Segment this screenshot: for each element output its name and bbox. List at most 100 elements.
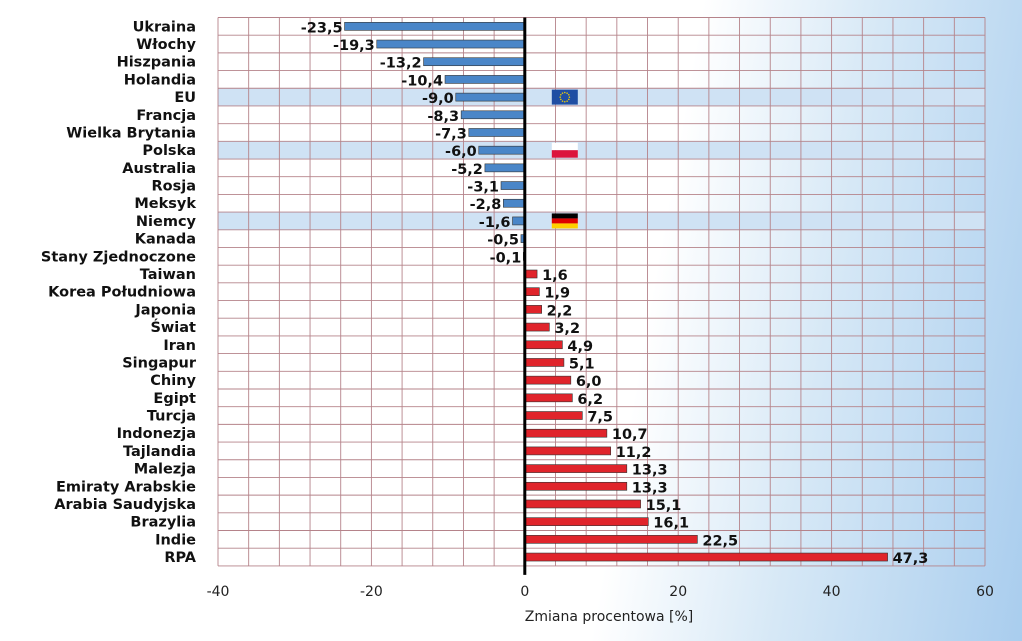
flags [551,89,578,229]
bar-1 [376,39,526,49]
value-label: -9,0 [422,91,454,107]
x-tick-label: 0 [520,584,529,600]
bar-6 [468,128,526,137]
value-label: -5,2 [451,162,483,178]
bar-8 [484,163,526,173]
value-label: -6,0 [445,144,477,160]
category-label: Francja [136,108,196,124]
x-tick-label: 20 [669,584,687,600]
bar-22 [524,411,583,420]
bar-20 [524,375,572,385]
bar-9 [500,181,526,190]
x-tick-label: 40 [823,584,841,600]
bars [344,17,888,575]
category-label: Egipt [153,391,196,407]
germany-flag-icon [551,213,578,229]
value-label: -19,3 [333,38,375,54]
value-label: 15,1 [646,498,682,514]
category-label: Świat [150,318,196,336]
category-label: Hiszpania [117,55,196,71]
value-label: 2,2 [547,303,573,319]
value-label: -13,2 [380,56,422,72]
bar-3 [444,75,526,84]
x-tick-label: 60 [976,584,994,600]
value-label: 4,9 [567,339,593,355]
x-tick-label: -40 [207,584,230,600]
category-label: Holandia [124,72,196,88]
value-label: -2,8 [470,197,502,213]
category-label: Stany Zjednoczone [41,249,196,265]
category-label: Emiraty Arabskie [56,479,196,495]
category-label: Singapur [122,355,197,371]
bar-16 [524,305,542,314]
bar-0 [344,22,526,31]
category-label: EU [174,90,196,106]
value-label: -0,5 [487,233,519,249]
category-label: Kanada [135,232,196,248]
value-label: 16,1 [653,516,689,532]
value-labels: -23,5 -19,3 -13,2-10,4 -9,0 -8,3-7,3 -6,0 -5,2… [301,20,929,567]
eu-flag-icon [551,89,578,105]
bar-28 [524,517,649,526]
highlight-row-niemcy [218,212,985,230]
category-label: Rosja [151,179,196,195]
bar-15 [524,287,540,296]
bar-4 [455,92,526,102]
value-label: 47,3 [893,551,929,567]
value-label: -0,1 [490,250,522,266]
value-label: -1,6 [479,215,511,231]
category-label: Tajlandia [123,444,196,460]
highlight-row-polska [218,141,985,160]
bar-17 [524,322,550,332]
x-axis-ticks: -40 -20 0 20 40 60 [207,584,994,600]
value-label: 13,3 [632,463,668,479]
highlight-row-eu [218,88,985,106]
bar-11 [512,216,526,226]
bar-27 [524,499,641,509]
grid [217,17,986,567]
highlight-rows [218,88,985,230]
category-label: Taiwan [140,267,196,283]
category-label: Indie [155,532,196,548]
category-label: Malezja [134,462,196,478]
bar-19 [524,358,565,367]
category-label: RPA [164,550,196,566]
value-label: 3,2 [554,321,580,337]
value-label: -7,3 [435,126,467,142]
value-label: 10,7 [612,427,648,443]
x-axis-title: Zmiana procentowa [%] [525,609,693,625]
x-tick-label: -20 [360,584,383,600]
bar-18 [524,340,563,350]
category-label: Korea Południowa [48,285,196,301]
bar-7 [478,145,526,155]
bar-5 [460,110,526,120]
poland-flag-icon [551,142,578,158]
category-label: Turcja [147,409,196,425]
value-label: -3,1 [467,180,499,196]
bar-14 [524,269,538,279]
value-label: 11,2 [616,445,652,461]
category-label: Polska [142,143,196,159]
bar-30 [524,552,888,562]
value-label: -8,3 [427,109,459,125]
value-label: 13,3 [632,480,668,496]
value-label: 5,1 [569,356,595,372]
category-label: Arabia Saudyjska [54,497,196,513]
bar-10 [503,198,526,208]
value-label: 22,5 [702,533,738,549]
category-label: Iran [163,338,196,354]
category-label: Włochy [136,37,196,53]
value-label: -10,4 [401,73,443,89]
category-label: Meksyk [134,196,196,212]
bar-29 [524,535,698,544]
bar-21 [524,393,573,403]
bar-23 [524,428,608,438]
category-label: Brazylia [130,515,196,531]
category-label: Niemcy [136,214,197,230]
category-label: Wielka Brytania [66,125,196,141]
value-label: 6,0 [576,374,602,390]
value-label: -23,5 [301,20,343,36]
value-label: 1,6 [542,268,568,284]
